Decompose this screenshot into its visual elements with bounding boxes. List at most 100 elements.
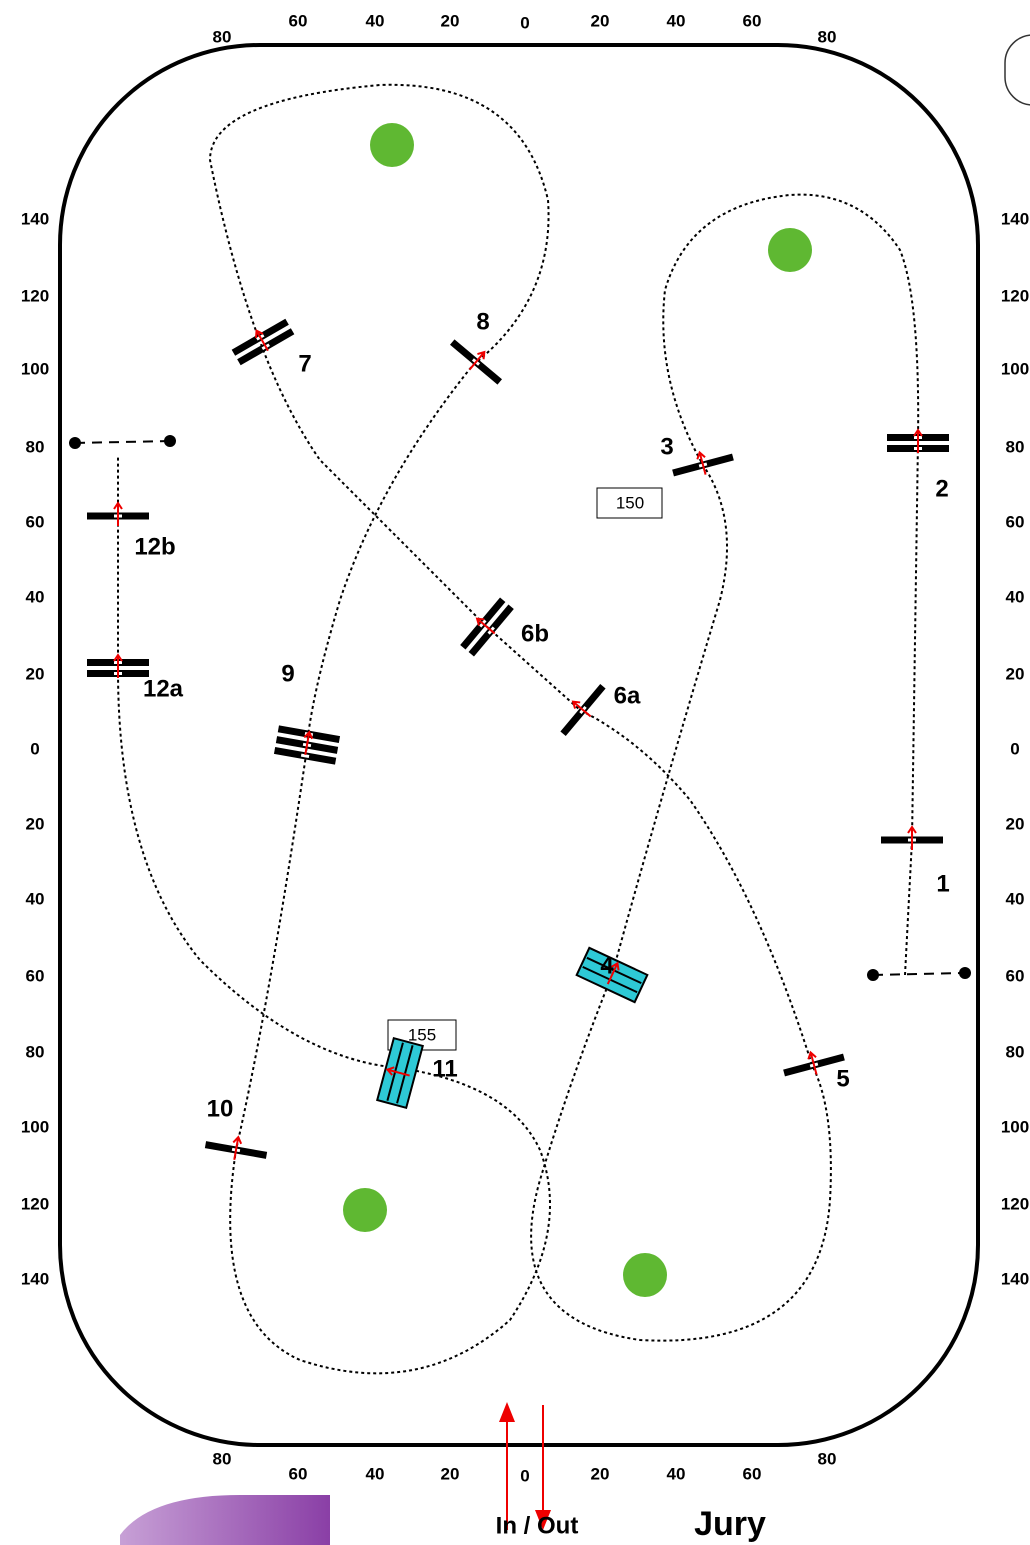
jump-label: 9 bbox=[281, 660, 294, 687]
scale-label: 80 bbox=[213, 1449, 232, 1468]
jump-label: 11 bbox=[432, 1055, 457, 1082]
scale-label: 20 bbox=[26, 664, 45, 683]
direction bbox=[696, 450, 707, 475]
rail-mark bbox=[300, 753, 310, 759]
jump-label: 6a bbox=[614, 682, 641, 709]
jump bbox=[575, 946, 649, 1004]
scale-label: 100 bbox=[21, 359, 49, 378]
scale-label: 60 bbox=[26, 512, 45, 531]
arrowhead bbox=[499, 1402, 515, 1422]
distance: 150 bbox=[616, 493, 644, 512]
jump bbox=[887, 428, 949, 453]
scale-label: 20 bbox=[441, 11, 460, 30]
jump bbox=[87, 653, 149, 678]
scale-label: 80 bbox=[26, 1042, 45, 1061]
direction bbox=[907, 825, 917, 850]
scale-label: 60 bbox=[1006, 512, 1025, 531]
scale-label: 60 bbox=[1006, 966, 1025, 985]
direction bbox=[232, 1135, 243, 1161]
scale-label: 40 bbox=[26, 587, 45, 606]
jump bbox=[87, 501, 149, 526]
scale-label: 80 bbox=[1006, 437, 1025, 456]
scale-label: 20 bbox=[441, 1464, 460, 1483]
scale-label: 0 bbox=[520, 13, 529, 32]
direction bbox=[113, 653, 123, 678]
distance: 155 bbox=[408, 1025, 436, 1044]
scale-label: 120 bbox=[1001, 1194, 1029, 1213]
direction bbox=[913, 428, 923, 453]
flag bbox=[164, 435, 176, 447]
scale-label: 20 bbox=[591, 11, 610, 30]
direction bbox=[255, 329, 269, 352]
track bbox=[117, 83, 920, 1375]
direction bbox=[571, 700, 592, 718]
finish-line bbox=[872, 972, 966, 976]
scale-label: 40 bbox=[26, 889, 45, 908]
jump bbox=[450, 339, 502, 385]
jump-label: 5 bbox=[836, 1065, 849, 1092]
scale-label: 60 bbox=[289, 11, 308, 30]
scale-label: 80 bbox=[818, 27, 837, 46]
direction bbox=[807, 1050, 818, 1075]
jump bbox=[273, 725, 341, 765]
direction bbox=[468, 350, 486, 371]
panel-edge bbox=[1004, 34, 1030, 106]
jump-label: 4 bbox=[600, 952, 614, 979]
logo bbox=[120, 1495, 330, 1545]
scale-label: 0 bbox=[520, 1466, 529, 1485]
scale-label: 80 bbox=[818, 1449, 837, 1468]
scale-label: 40 bbox=[366, 11, 385, 30]
direction bbox=[303, 730, 314, 756]
jump bbox=[783, 1050, 845, 1077]
entrance-label: In / Out bbox=[496, 1512, 579, 1539]
scale-label: 60 bbox=[743, 1464, 762, 1483]
jump-label: 2 bbox=[935, 475, 948, 502]
flag bbox=[959, 967, 971, 979]
scale-label: 120 bbox=[21, 286, 49, 305]
direction bbox=[475, 617, 496, 635]
direction bbox=[606, 961, 620, 985]
scale-label: 20 bbox=[26, 814, 45, 833]
direction bbox=[113, 501, 123, 526]
start-line bbox=[74, 440, 171, 444]
scale-label: 80 bbox=[26, 437, 45, 456]
jump bbox=[204, 1135, 268, 1161]
trees bbox=[343, 123, 812, 1297]
scale-label: 100 bbox=[21, 1117, 49, 1136]
scale-label: 120 bbox=[21, 1194, 49, 1213]
direction bbox=[385, 1066, 410, 1077]
scale-label: 80 bbox=[1006, 1042, 1025, 1061]
scale-label: 120 bbox=[1001, 286, 1029, 305]
scale-label: 40 bbox=[1006, 587, 1025, 606]
scale-label: 80 bbox=[213, 27, 232, 46]
scale-label: 60 bbox=[743, 11, 762, 30]
jump bbox=[881, 825, 943, 850]
scale-label: 60 bbox=[289, 1464, 308, 1483]
scale-label: 60 bbox=[26, 966, 45, 985]
jump bbox=[560, 684, 606, 736]
scale-label: 20 bbox=[1006, 664, 1025, 683]
scale-label: 40 bbox=[1006, 889, 1025, 908]
jump-label: 1 bbox=[936, 870, 949, 897]
arena bbox=[58, 43, 980, 1447]
distance-box bbox=[596, 487, 663, 519]
scale-label: 140 bbox=[21, 1269, 49, 1288]
scale-label: 140 bbox=[1001, 209, 1029, 228]
jump bbox=[460, 597, 514, 657]
scale-label: 100 bbox=[1001, 359, 1029, 378]
jump-label: 12a bbox=[143, 675, 184, 702]
jump bbox=[231, 318, 295, 366]
flag bbox=[69, 437, 81, 449]
scale-label: 100 bbox=[1001, 1117, 1029, 1136]
scale-label: 20 bbox=[591, 1464, 610, 1483]
scale-label: 140 bbox=[21, 209, 49, 228]
jump-label: 6b bbox=[521, 620, 549, 647]
scale-label: 40 bbox=[667, 1464, 686, 1483]
scale-label: 140 bbox=[1001, 1269, 1029, 1288]
scale-label: 0 bbox=[1010, 739, 1019, 758]
jump-label: 8 bbox=[476, 308, 489, 335]
scale-label: 40 bbox=[366, 1464, 385, 1483]
jury-label: Jury bbox=[694, 1505, 766, 1543]
flag bbox=[867, 969, 879, 981]
